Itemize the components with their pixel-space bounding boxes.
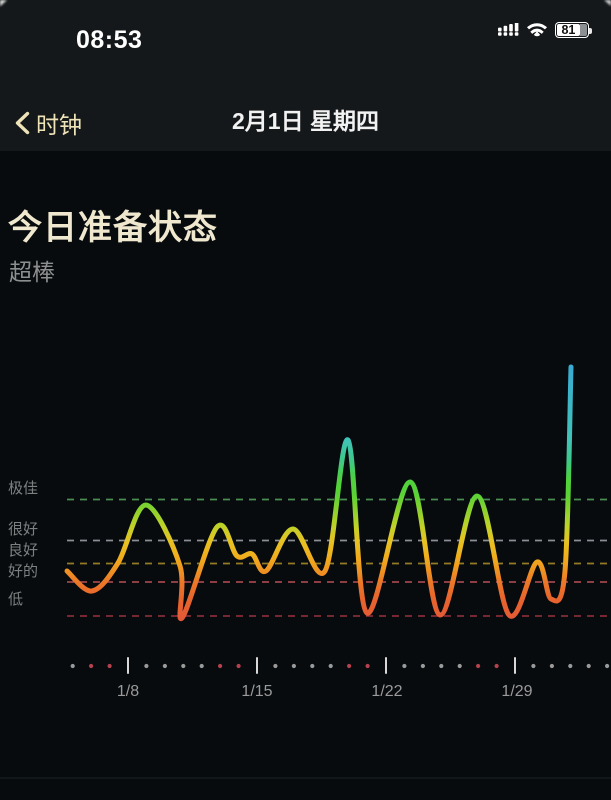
svg-text:1/22: 1/22 — [371, 683, 402, 700]
svg-text:1/29: 1/29 — [501, 683, 532, 700]
svg-text:1/15: 1/15 — [241, 683, 272, 700]
svg-text:1/8: 1/8 — [117, 683, 139, 700]
